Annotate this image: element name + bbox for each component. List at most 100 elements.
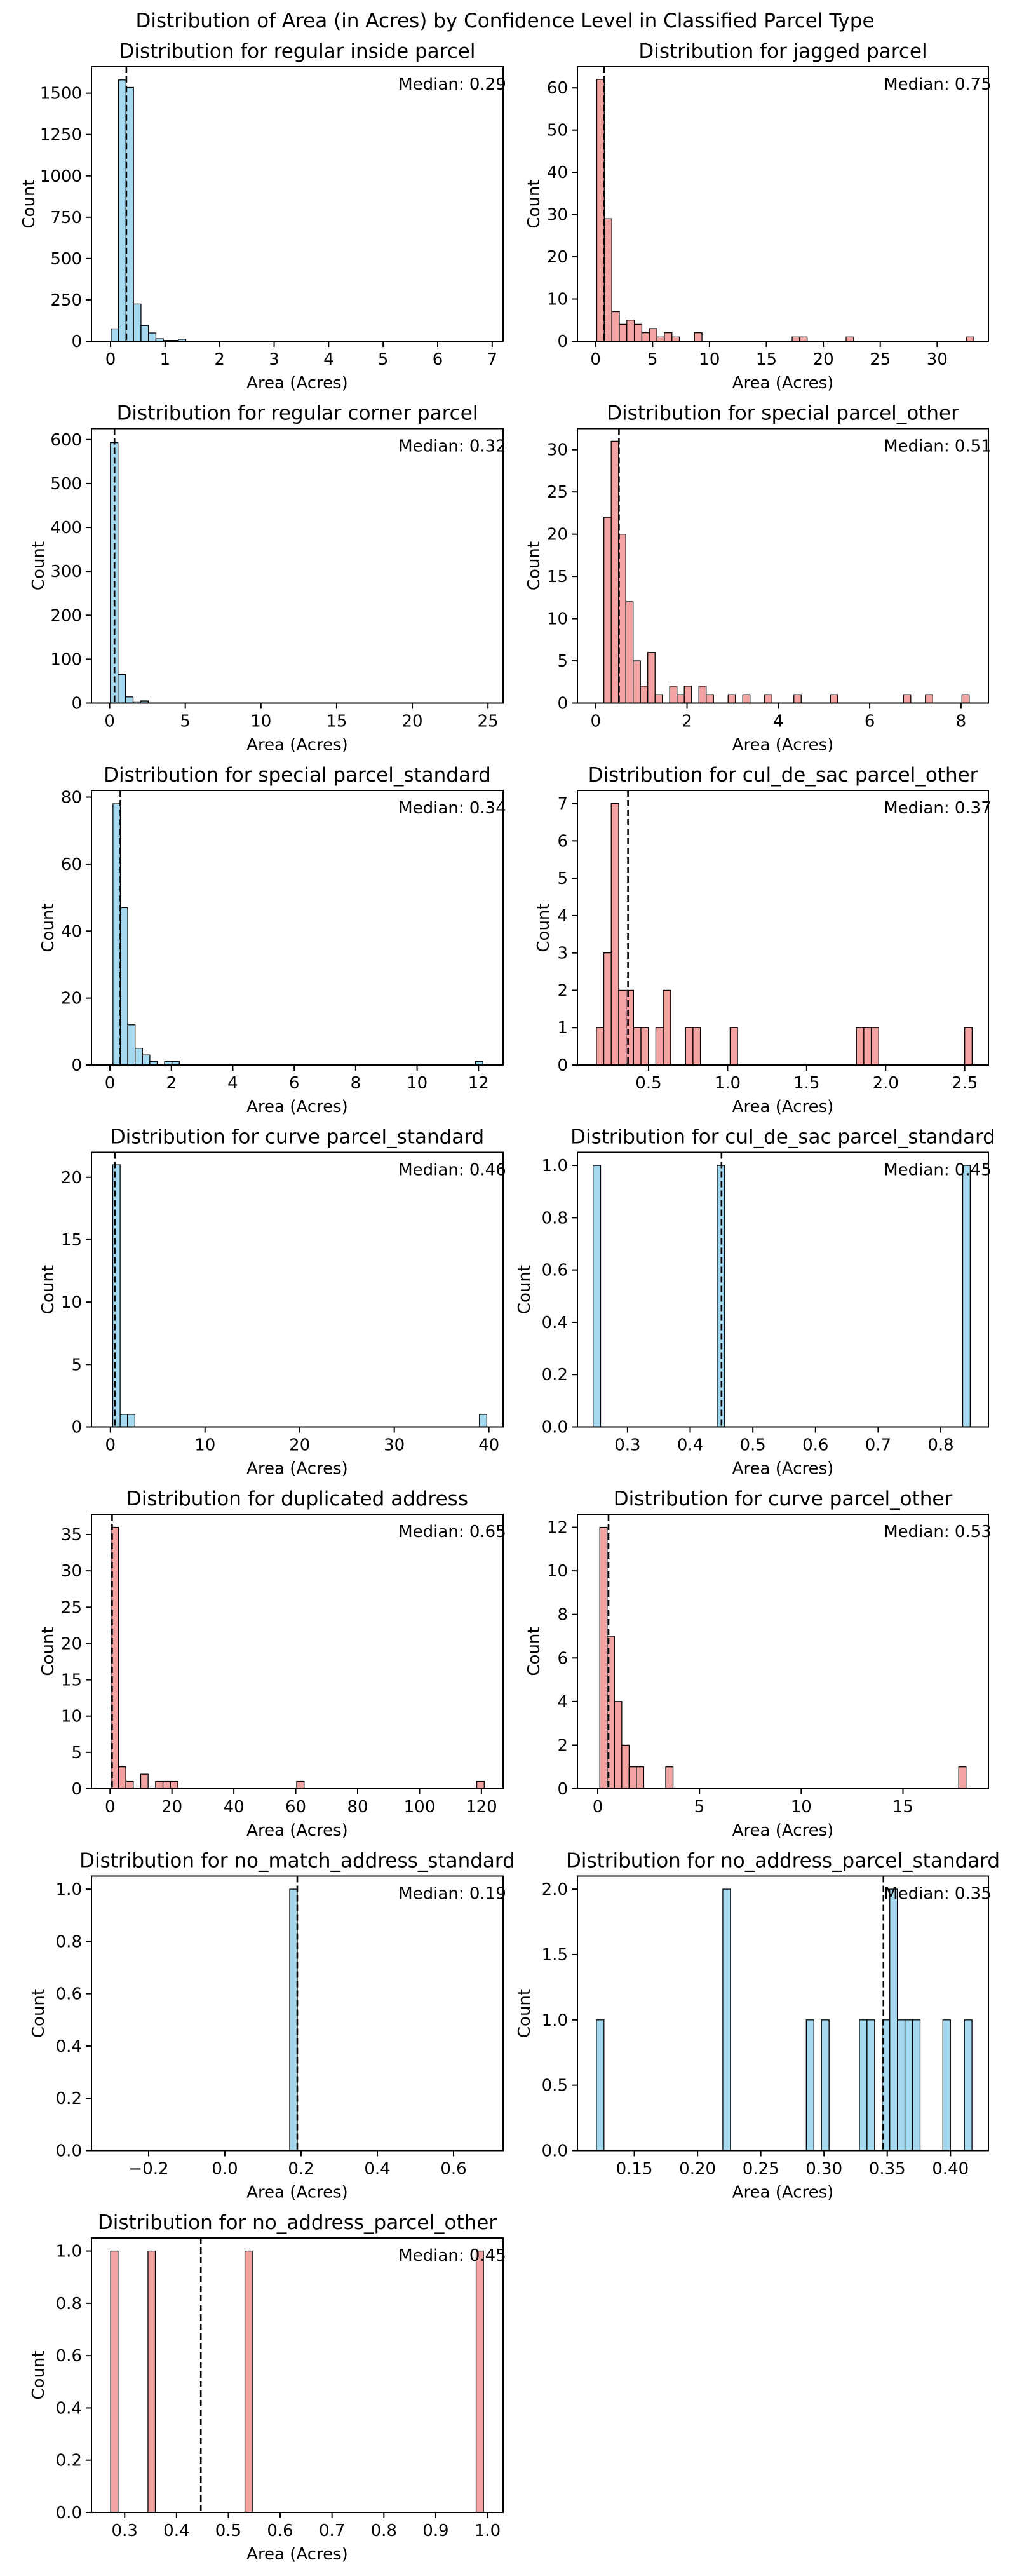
x-tick-label: 30 (927, 350, 948, 369)
x-tick-label: 10 (791, 1798, 812, 1817)
y-tick-label: 600 (50, 431, 82, 450)
y-tick-label: 1.5 (542, 1946, 568, 1965)
x-axis-label: Area (Acres) (732, 1097, 834, 1116)
histogram-bar (125, 1780, 134, 1789)
x-tick-label: 0.5 (635, 1074, 661, 1093)
y-tick-label: 5 (557, 869, 568, 888)
histogram-bar (856, 1027, 865, 1066)
histogram-bar (805, 2019, 814, 2152)
histogram-bar (603, 952, 612, 1066)
subplot-1: Distribution for regular inside parcel 0 1… (20, 40, 506, 393)
histogram-bar (618, 989, 627, 1066)
axes-frame (91, 428, 504, 704)
x-tick-label: 0.20 (679, 2160, 716, 2179)
histogram-bar (903, 694, 912, 704)
histogram-bar (476, 1780, 485, 1789)
y-tick-label: 0 (71, 1418, 82, 1437)
histogram-bar (904, 2019, 913, 2152)
y-tick-label: 60 (547, 79, 568, 98)
x-tick-label: 20 (289, 1436, 310, 1455)
x-tick-label: 10 (250, 712, 271, 731)
histogram-bar (112, 803, 121, 1066)
y-axis-label: Count (29, 541, 48, 590)
x-tick-label: 0.5 (215, 2521, 241, 2540)
x-tick-label: 5 (647, 350, 658, 369)
histogram-bar (889, 1888, 898, 2152)
x-tick-label: 1.5 (793, 1074, 819, 1093)
histogram-bar (162, 1780, 171, 1789)
y-axis-label: Count (29, 2350, 48, 2399)
y-tick-label: 2 (557, 1736, 568, 1755)
y-tick-label: 0.6 (56, 1985, 82, 2004)
x-axis-label: Area (Acres) (732, 374, 834, 393)
histogram-bar (603, 218, 612, 342)
y-axis-label: Count (515, 1265, 534, 1314)
histogram-bar (296, 1780, 305, 1789)
histogram-bar (170, 1780, 178, 1789)
y-tick-label: 10 (547, 290, 568, 309)
x-tick-label: 0 (593, 1798, 603, 1817)
median-annotation: Median: 0.37 (884, 799, 991, 818)
axes-frame (577, 1514, 989, 1789)
x-tick-label: 5 (694, 1798, 705, 1817)
y-tick-label: 2 (557, 981, 568, 1000)
y-tick-label: 1.0 (56, 1880, 82, 1899)
histogram-bar (942, 2019, 951, 2152)
y-tick-label: 7 (557, 795, 568, 814)
y-tick-label: 0.6 (56, 2347, 82, 2366)
histogram-bar (664, 332, 673, 342)
y-axis-label: Count (39, 903, 58, 952)
y-tick-label: 40 (61, 922, 82, 941)
y-tick-label: 4 (557, 907, 568, 926)
axes-frame (577, 66, 989, 342)
histogram-bar (479, 1414, 488, 1428)
y-tick-label: 0.0 (542, 1418, 568, 1437)
histogram-bar (727, 694, 736, 704)
y-tick-label: 1500 (40, 85, 82, 104)
x-tick-label: 30 (384, 1436, 405, 1455)
x-axis-label: Area (Acres) (246, 1460, 348, 1479)
x-tick-label: 40 (478, 1436, 499, 1455)
y-tick-label: 300 (50, 562, 82, 581)
subplot-12: Distribution for no_address_parcel_stand… (515, 1850, 1000, 2202)
histogram-bar (859, 2019, 868, 2152)
x-tick-label: 0 (105, 1074, 116, 1093)
x-tick-label: 1 (160, 350, 171, 369)
y-tick-label: 10 (61, 1293, 82, 1312)
histogram-bar (694, 332, 703, 342)
y-axis-label: Count (534, 903, 553, 952)
x-tick-label: 0.6 (267, 2521, 293, 2540)
histogram-bar (647, 652, 656, 704)
x-tick-label: 60 (285, 1798, 306, 1817)
y-tick-label: 1.0 (542, 1156, 568, 1176)
y-tick-label: 0 (557, 695, 568, 714)
median-annotation: Median: 0.34 (398, 799, 506, 818)
histogram-bar (633, 1027, 642, 1066)
histogram-bar (289, 1888, 298, 2152)
histogram-bar (127, 1414, 136, 1428)
y-tick-label: 100 (50, 650, 82, 669)
y-tick-label: 0.8 (56, 1932, 82, 1951)
axes-frame (91, 2237, 504, 2513)
subplot-title: Distribution for duplicated address (126, 1488, 468, 1510)
x-tick-label: −0.2 (128, 2160, 168, 2179)
histogram-bar (118, 674, 126, 704)
x-axis-label: Area (Acres) (732, 2183, 834, 2202)
x-tick-label: 0.4 (163, 2521, 189, 2540)
median-annotation: Median: 0.29 (398, 75, 506, 94)
y-tick-label: 20 (61, 1634, 82, 1653)
y-tick-label: 6 (557, 1649, 568, 1668)
histogram-bar (698, 686, 707, 704)
y-tick-label: 4 (557, 1693, 568, 1712)
y-tick-label: 15 (547, 567, 568, 586)
y-tick-label: 0 (557, 1780, 568, 1799)
histogram-bar (140, 1773, 149, 1789)
histogram-bar (628, 1766, 637, 1789)
x-tick-label: 8 (351, 1074, 361, 1093)
x-tick-label: 1.0 (715, 1074, 741, 1093)
histogram-bar (665, 1766, 674, 1789)
x-tick-label: 0.8 (371, 2521, 397, 2540)
subplot-title: Distribution for regular inside parcel (119, 40, 476, 63)
histogram-bar (683, 686, 692, 704)
y-tick-label: 0.5 (542, 2077, 568, 2096)
